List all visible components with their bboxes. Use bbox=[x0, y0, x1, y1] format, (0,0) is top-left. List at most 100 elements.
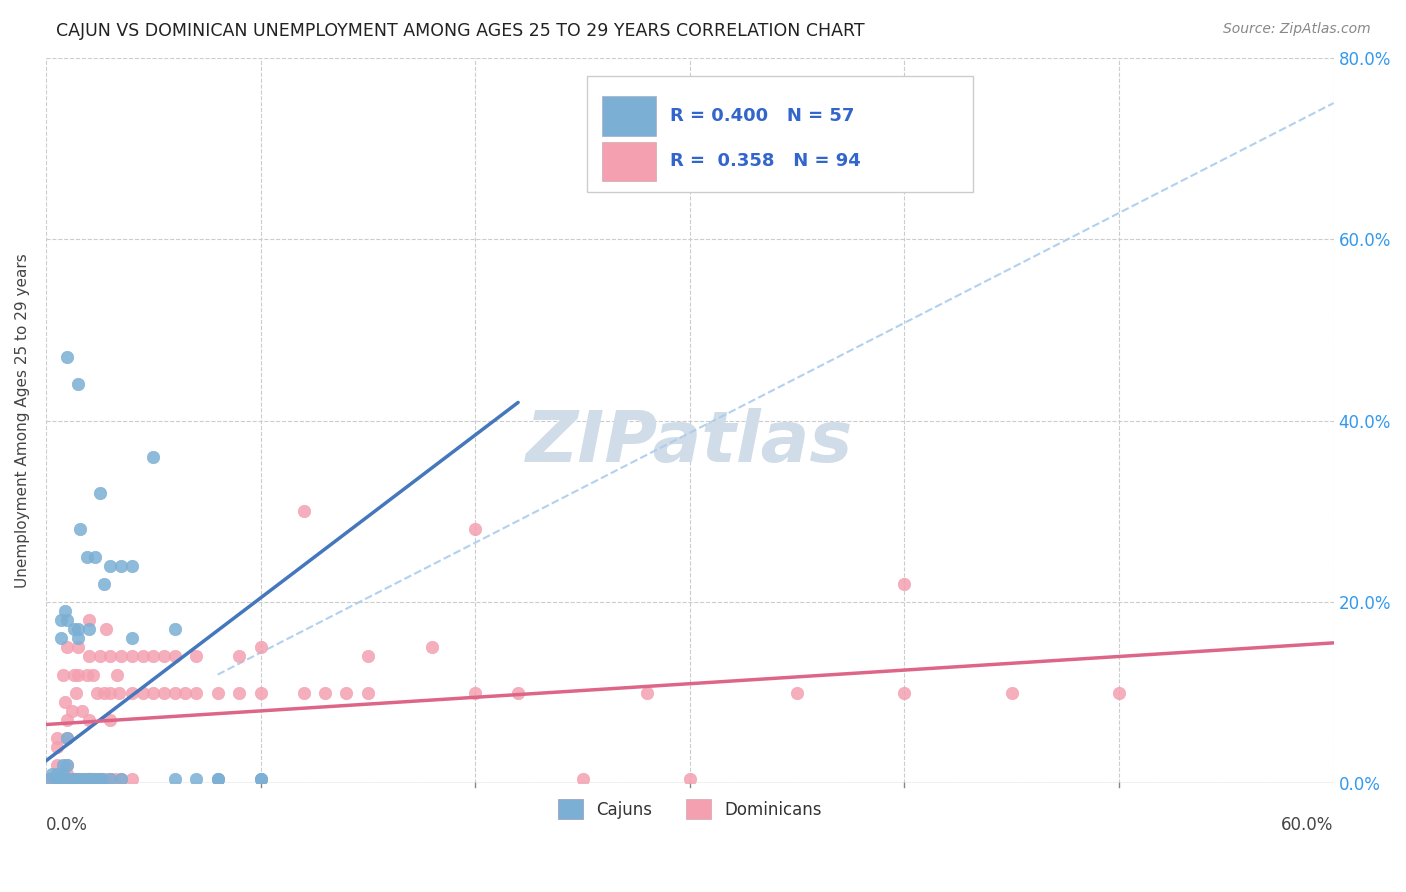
Point bbox=[121, 632, 143, 646]
Bar bbox=[602, 142, 657, 181]
Point bbox=[45, 731, 67, 745]
Point bbox=[893, 686, 915, 700]
Point bbox=[63, 622, 86, 636]
Point bbox=[67, 622, 90, 636]
Point bbox=[357, 649, 380, 664]
Point bbox=[37, 772, 59, 786]
Point bbox=[163, 622, 186, 636]
Text: 60.0%: 60.0% bbox=[1281, 816, 1334, 834]
Point bbox=[464, 523, 486, 537]
FancyBboxPatch shape bbox=[586, 76, 973, 192]
Point bbox=[52, 667, 75, 681]
Point bbox=[69, 523, 91, 537]
Point bbox=[56, 758, 79, 772]
Text: ZIPatlas: ZIPatlas bbox=[526, 408, 853, 477]
Point bbox=[48, 772, 70, 786]
Point bbox=[82, 772, 104, 786]
Point bbox=[104, 772, 127, 786]
Point bbox=[93, 577, 115, 591]
Point bbox=[60, 772, 83, 786]
Point bbox=[72, 704, 94, 718]
Point bbox=[636, 686, 658, 700]
Point bbox=[60, 776, 83, 790]
Point bbox=[76, 667, 98, 681]
Point bbox=[76, 549, 98, 564]
Point bbox=[77, 649, 100, 664]
Point bbox=[94, 622, 117, 636]
Point bbox=[98, 649, 121, 664]
Point bbox=[77, 772, 100, 786]
Y-axis label: Unemployment Among Ages 25 to 29 years: Unemployment Among Ages 25 to 29 years bbox=[15, 253, 30, 588]
Point bbox=[90, 772, 112, 786]
Point bbox=[56, 731, 79, 745]
Point bbox=[72, 772, 94, 786]
Point bbox=[77, 772, 100, 786]
Point bbox=[893, 577, 915, 591]
Point bbox=[357, 686, 380, 700]
Point bbox=[93, 686, 115, 700]
Point bbox=[153, 649, 176, 664]
Point bbox=[314, 686, 336, 700]
Text: CAJUN VS DOMINICAN UNEMPLOYMENT AMONG AGES 25 TO 29 YEARS CORRELATION CHART: CAJUN VS DOMINICAN UNEMPLOYMENT AMONG AG… bbox=[56, 22, 865, 40]
Point bbox=[56, 772, 79, 786]
Point bbox=[249, 772, 271, 786]
Point bbox=[56, 772, 79, 786]
Point bbox=[94, 772, 117, 786]
Point bbox=[45, 772, 67, 786]
Point bbox=[49, 632, 72, 646]
Point bbox=[174, 686, 197, 700]
Point bbox=[77, 772, 100, 786]
Point bbox=[49, 767, 72, 781]
Point bbox=[39, 772, 62, 786]
Point bbox=[163, 649, 186, 664]
Point bbox=[131, 686, 153, 700]
Point bbox=[49, 613, 72, 627]
Point bbox=[77, 613, 100, 627]
Point bbox=[110, 772, 132, 786]
Point bbox=[67, 772, 90, 786]
Point bbox=[63, 667, 86, 681]
Point bbox=[186, 686, 208, 700]
Point bbox=[142, 450, 165, 464]
Point bbox=[67, 667, 90, 681]
Point bbox=[105, 667, 128, 681]
Point bbox=[77, 41, 100, 55]
Point bbox=[98, 772, 121, 786]
Point bbox=[121, 558, 143, 573]
Text: Source: ZipAtlas.com: Source: ZipAtlas.com bbox=[1223, 22, 1371, 37]
Point bbox=[110, 772, 132, 786]
Point bbox=[52, 767, 75, 781]
Point bbox=[420, 640, 443, 655]
Point bbox=[56, 713, 79, 727]
Point bbox=[56, 776, 79, 790]
Point bbox=[53, 772, 76, 786]
Point bbox=[121, 772, 143, 786]
Point bbox=[1001, 686, 1024, 700]
Point bbox=[67, 640, 90, 655]
Point bbox=[45, 767, 67, 781]
Point bbox=[77, 772, 100, 786]
Point bbox=[56, 758, 79, 772]
Point bbox=[45, 767, 67, 781]
Point bbox=[186, 649, 208, 664]
Point bbox=[108, 686, 131, 700]
Point bbox=[90, 772, 112, 786]
Point bbox=[77, 713, 100, 727]
Text: 0.0%: 0.0% bbox=[46, 816, 87, 834]
Point bbox=[39, 772, 62, 786]
Point bbox=[89, 649, 111, 664]
Point bbox=[207, 772, 229, 786]
Point bbox=[53, 604, 76, 618]
Point bbox=[110, 649, 132, 664]
Bar bbox=[602, 95, 657, 136]
Point bbox=[786, 686, 808, 700]
Point bbox=[63, 772, 86, 786]
Point bbox=[41, 772, 63, 786]
Point bbox=[45, 740, 67, 755]
Point bbox=[249, 640, 271, 655]
Point bbox=[571, 772, 593, 786]
Point bbox=[142, 649, 165, 664]
Point bbox=[84, 772, 107, 786]
Point bbox=[56, 350, 79, 364]
Point bbox=[228, 649, 250, 664]
